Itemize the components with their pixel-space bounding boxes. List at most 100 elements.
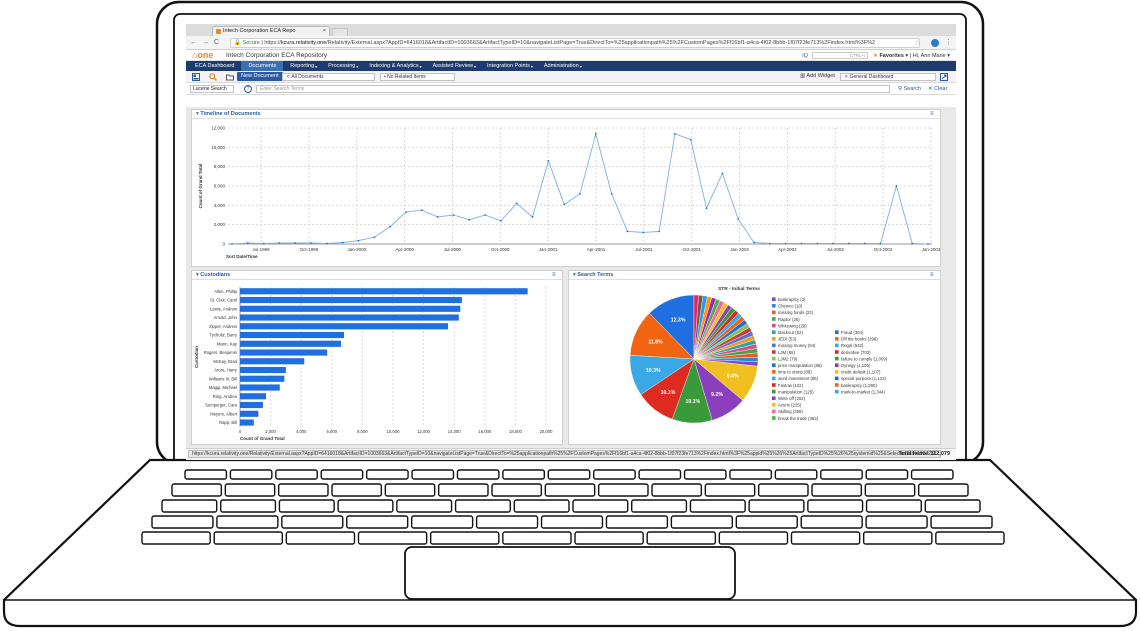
clear-button[interactable]: ✕ Clear (928, 86, 948, 92)
data-point[interactable] (863, 242, 866, 245)
legend-item[interactable]: Chewco (10) (778, 304, 803, 309)
nav-tab-integration-points[interactable]: Integration Points (487, 63, 530, 69)
nav-tab-administration[interactable]: Administration (543, 63, 579, 69)
legend-item[interactable]: price manipulation (86) (778, 363, 822, 368)
legend-item[interactable]: special purpose (1,122) (841, 376, 886, 381)
panel-menu-icon[interactable]: ≡ (930, 272, 934, 278)
data-point[interactable] (895, 185, 898, 187)
custodian-bar[interactable] (240, 375, 285, 382)
close-tab-icon[interactable]: × (322, 28, 326, 34)
data-point[interactable] (642, 231, 645, 234)
data-point[interactable] (357, 239, 360, 242)
new-document-button[interactable]: New Document (237, 72, 283, 81)
data-point[interactable] (246, 242, 249, 244)
custodian-bar[interactable] (240, 401, 263, 409)
nav-tab-assisted-review[interactable]: Assisted Review (432, 63, 473, 69)
folder-icon[interactable] (226, 73, 234, 81)
nav-tab-processing[interactable]: Processing (328, 63, 356, 69)
data-point[interactable] (515, 202, 518, 205)
legend-item[interactable]: manipulation (125) (778, 389, 814, 394)
extension-icon[interactable] (931, 39, 939, 47)
pie-slice[interactable] (693, 294, 699, 360)
custodians-panel-header[interactable]: ▾ Custodians ≡ (192, 271, 562, 280)
quick-nav-icon[interactable]: iQ (802, 52, 808, 59)
legend-item[interactable]: break the trade (363) (778, 416, 819, 421)
legend-item[interactable]: Azurix (225) (778, 403, 802, 408)
legend-item[interactable]: blackout (52) (778, 330, 803, 335)
legend-item[interactable]: failure to comply (1,009) (841, 356, 888, 361)
panel-menu-icon[interactable]: ≡ (552, 272, 556, 278)
data-point[interactable] (848, 242, 850, 245)
custodian-bar[interactable] (240, 305, 461, 312)
data-point[interactable] (658, 230, 660, 233)
data-point[interactable] (294, 242, 297, 244)
help-icon[interactable]: ? (244, 85, 252, 93)
quick-nav-field[interactable]: CTRL+/ (812, 52, 869, 59)
legend-item[interactable]: credit default (1,107) (841, 370, 881, 375)
custodian-bar[interactable] (240, 410, 259, 417)
data-point[interactable] (737, 217, 740, 220)
legend-item[interactable]: Raptor (26) (778, 317, 800, 322)
data-point[interactable] (452, 214, 455, 216)
legend-item[interactable]: missing funds (22) (778, 310, 814, 315)
data-point[interactable] (832, 242, 834, 245)
custodian-bar[interactable] (240, 340, 341, 347)
data-point[interactable] (341, 241, 344, 244)
browser-tab[interactable]: Intech Corporation ECA Repo × (212, 26, 330, 36)
data-point[interactable] (436, 216, 439, 218)
data-point[interactable] (626, 230, 629, 233)
search-type-select[interactable]: Lucene Search (190, 85, 234, 93)
legend-item[interactable]: Fastow (102) (778, 383, 804, 388)
legend-item[interactable]: derivative (703) (841, 350, 871, 355)
legend-item[interactable]: time to dump (88) (778, 370, 812, 375)
data-point[interactable] (927, 243, 929, 245)
legend-item[interactable]: bankruptcy (1,290) (841, 383, 877, 388)
back-icon[interactable]: ← (190, 39, 197, 46)
data-point[interactable] (753, 241, 755, 244)
legend-item[interactable]: Fraud (364) (841, 330, 864, 335)
data-point[interactable] (784, 242, 787, 245)
related-items-select[interactable]: • No Related Items (380, 73, 455, 81)
search-icon[interactable] (209, 73, 217, 81)
custodian-bar[interactable] (240, 323, 449, 330)
legend-item[interactable]: Skilling (258) (778, 409, 803, 414)
data-point[interactable] (816, 242, 819, 245)
legend-item[interactable]: mark-to-market (1,344) (841, 389, 886, 394)
custodian-bar[interactable] (240, 349, 328, 356)
legend-item[interactable]: Off the books (398) (841, 337, 878, 342)
data-point[interactable] (547, 159, 550, 162)
legend-item[interactable]: JEDI (53) (778, 337, 797, 342)
data-point[interactable] (563, 203, 566, 206)
legend-item[interactable]: Regal (542) (841, 343, 864, 348)
legend-item[interactable]: missing money (54) (778, 343, 816, 348)
export-icon[interactable] (940, 73, 948, 81)
legend-item[interactable]: LJM2 (79) (778, 356, 798, 361)
reload-icon[interactable]: C (214, 39, 220, 46)
legend-item[interactable]: Write off (202) (778, 396, 806, 401)
data-point[interactable] (768, 242, 771, 245)
data-point[interactable] (326, 242, 328, 245)
custodian-bar[interactable] (240, 288, 528, 295)
url-field[interactable]: 🔒 Secure | https://kcura.relativity.one/… (230, 38, 920, 48)
dashboard-select[interactable]: ⚪ General Dashboard (840, 73, 936, 81)
custodian-bar[interactable] (240, 366, 286, 374)
data-point[interactable] (373, 236, 376, 239)
data-point[interactable] (310, 242, 312, 244)
nav-tab-reporting[interactable]: Reporting (290, 63, 315, 69)
data-point[interactable] (278, 242, 281, 244)
custodian-bar[interactable] (240, 358, 305, 365)
data-point[interactable] (405, 211, 407, 213)
favorites-menu[interactable]: Favorites (879, 52, 904, 59)
timeline-panel-header[interactable]: ▾ Timeline of Documents ≡ (192, 110, 940, 119)
view-select[interactable]: ⚪ All Documents (282, 73, 375, 81)
nav-tab-documents[interactable]: Documents (241, 61, 284, 71)
search-input[interactable]: Enter Search Terms (256, 85, 890, 93)
user-greeting[interactable]: Hi, Ann Marie (912, 52, 946, 59)
data-point[interactable] (705, 207, 708, 210)
legend-item[interactable]: Dynegy (1,105) (841, 363, 871, 368)
bookmark-star-icon[interactable]: ☆ (914, 40, 921, 47)
custodian-bar[interactable] (240, 384, 280, 391)
nav-tab-eca-dashboard[interactable]: ECA Dashboard (195, 63, 235, 69)
data-point[interactable] (911, 242, 914, 245)
add-widget-button[interactable]: ▥ Add Widget (800, 73, 835, 79)
